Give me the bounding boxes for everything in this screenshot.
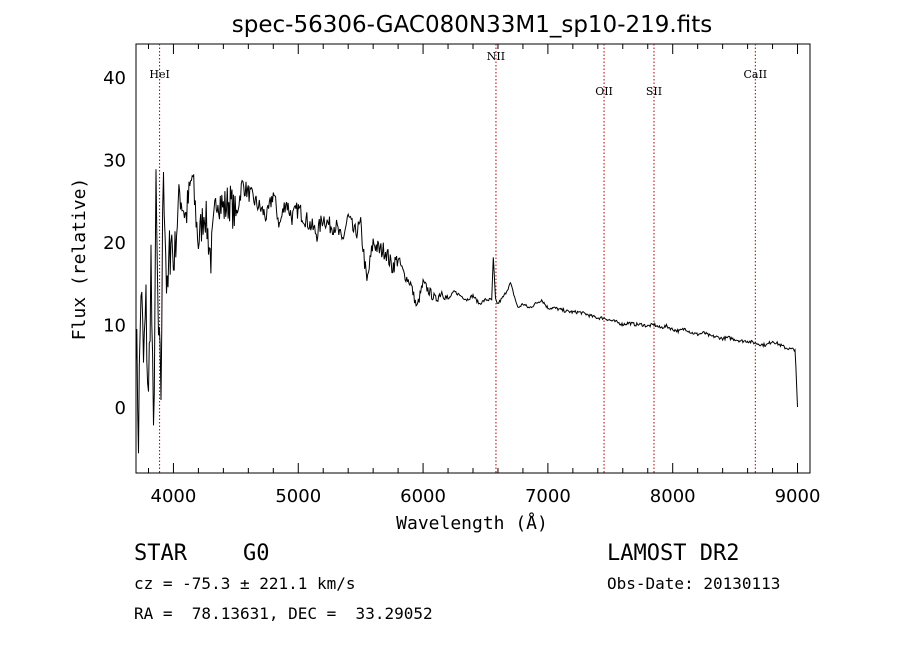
line-label-sii: SII [646,85,662,98]
spectrum-chart: spec-56306-GAC080N33M1_sp10-219.fits HeI… [69,12,821,534]
plot-area: HeI NII OII SII CaII 4000 5000 6000 7000 8000 9000… [103,43,821,507]
redshift-text: cz = -75.3 ± 221.1 km/s [134,574,356,593]
y-tick-label: 10 [103,316,126,337]
y-tick-label: 30 [103,151,126,172]
x-tick-label: 9000 [775,486,821,507]
line-label-hei: HeI [149,68,169,81]
x-tick-label: 8000 [650,486,696,507]
obs-date: Obs-Date: 20130113 [607,574,781,593]
y-tick-label: 40 [103,68,126,89]
x-tick-label: 7000 [525,486,571,507]
object-subclass: G0 [243,541,270,566]
x-tick-label: 6000 [400,486,446,507]
y-axis-label: Flux (relative) [69,178,90,341]
y-tick-label: 0 [115,398,126,419]
coordinates: RA = 78.13631, DEC = 33.29052 [134,604,433,623]
spectrum-line [135,169,798,454]
x-tick-label: 5000 [275,486,321,507]
x-axis-label: Wavelength (Å) [396,512,548,534]
chart-title: spec-56306-GAC080N33M1_sp10-219.fits [232,12,712,38]
y-tick-label: 20 [103,233,126,254]
plot-frame [135,43,811,474]
line-label-nii: NII [487,50,505,63]
line-label-caii: CaII [743,68,767,81]
survey-name: LAMOST DR2 [607,541,740,566]
line-label-oii: OII [595,85,613,98]
x-tick-label: 4000 [151,486,197,507]
object-class: STAR [134,541,187,566]
